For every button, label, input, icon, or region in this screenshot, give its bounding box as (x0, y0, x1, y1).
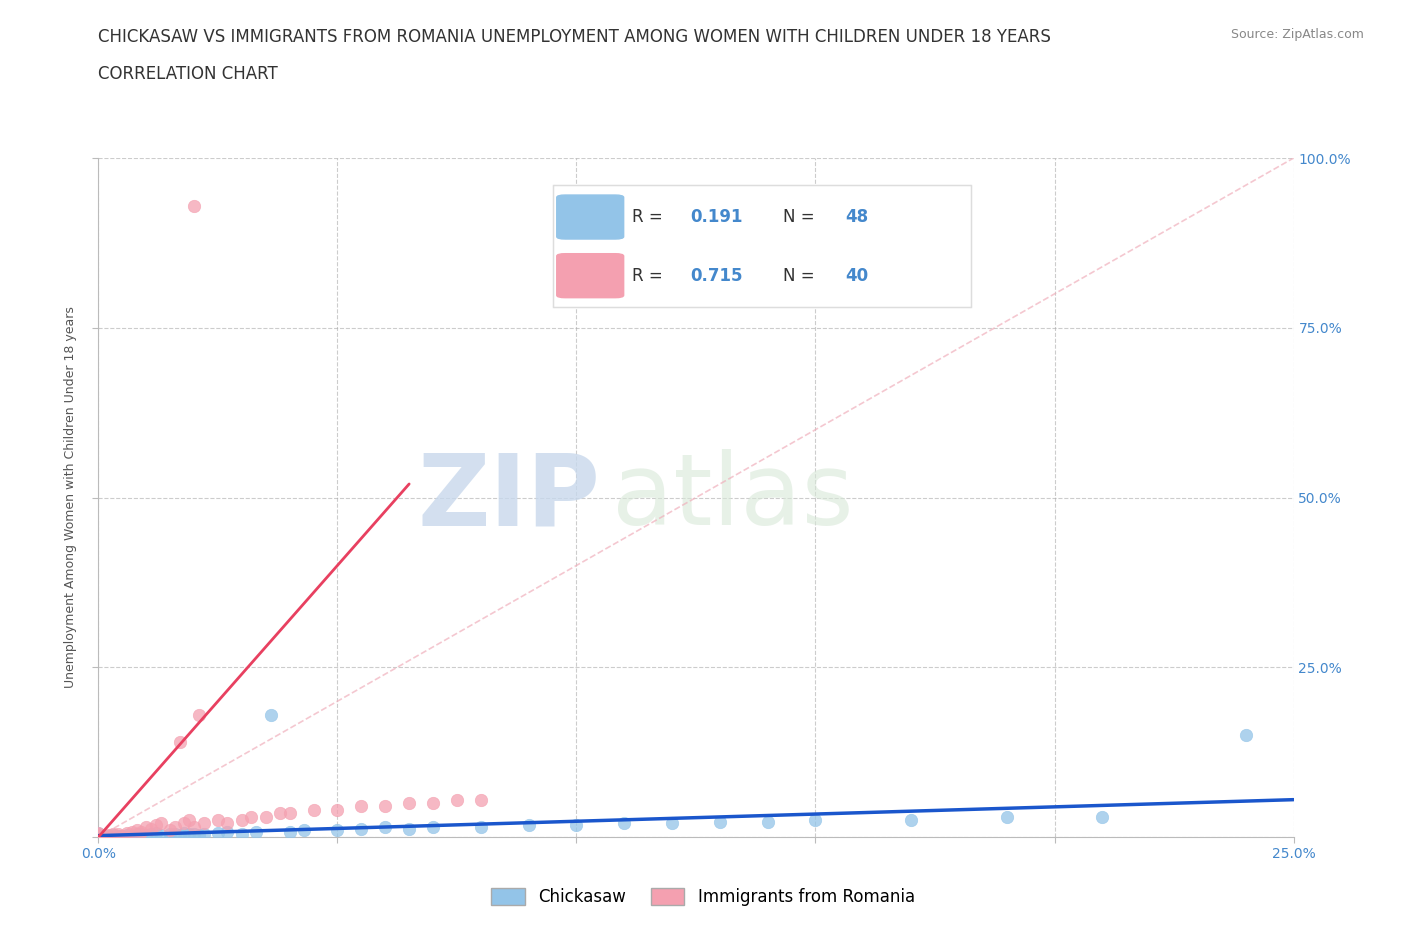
Text: Source: ZipAtlas.com: Source: ZipAtlas.com (1230, 28, 1364, 41)
Point (756, 815, 779, 830)
Point (149, 816, 172, 830)
Legend: Chickasaw, Immigrants from Romania: Chickasaw, Immigrants from Romania (485, 881, 921, 912)
Point (87, 829, 110, 844)
Point (422, 796, 444, 811)
Point (709, 815, 731, 830)
Text: CORRELATION CHART: CORRELATION CHART (98, 65, 278, 83)
Point (131, 825, 153, 840)
Point (398, 796, 420, 811)
Point (125, 827, 148, 842)
Point (661, 816, 683, 830)
Point (240, 809, 263, 824)
Point (87, 826, 110, 841)
Point (159, 826, 181, 841)
Point (87, 830, 110, 844)
Point (292, 823, 315, 838)
Point (217, 825, 239, 840)
Y-axis label: Unemployment Among Women with Children Under 18 years: Unemployment Among Women with Children U… (63, 307, 77, 688)
Point (302, 803, 325, 817)
Point (169, 735, 191, 750)
Point (245, 825, 267, 840)
Point (193, 816, 215, 830)
Point (139, 821, 162, 836)
Point (217, 816, 239, 830)
Point (149, 828, 172, 843)
Point (193, 827, 215, 842)
Point (115, 826, 138, 841)
Point (131, 826, 153, 841)
Point (145, 817, 167, 832)
Point (278, 805, 301, 820)
Point (91, 829, 114, 844)
Point (187, 828, 209, 843)
Point (107, 829, 129, 844)
Point (183, 819, 205, 834)
Point (517, 818, 540, 833)
Point (231, 826, 253, 841)
Point (121, 824, 143, 839)
Point (145, 826, 167, 841)
Point (97, 828, 120, 843)
Point (87, 827, 110, 842)
Point (278, 824, 301, 839)
Point (269, 805, 291, 820)
Point (163, 819, 186, 834)
Point (183, 826, 205, 841)
Point (111, 829, 134, 844)
Text: atlas: atlas (613, 449, 853, 546)
Point (101, 828, 124, 843)
Point (87, 827, 110, 842)
Point (900, 813, 922, 828)
Point (187, 708, 209, 723)
Point (179, 827, 201, 842)
Point (422, 819, 444, 834)
Point (173, 826, 195, 841)
Point (111, 829, 134, 844)
Point (135, 828, 157, 843)
Point (87, 826, 110, 841)
Point (207, 813, 229, 828)
Point (125, 823, 148, 838)
Point (1234, 727, 1257, 742)
Point (87, 830, 110, 844)
Point (1091, 809, 1114, 824)
Point (326, 803, 349, 817)
Point (87, 829, 110, 844)
Text: CHICKASAW VS IMMIGRANTS FROM ROMANIA UNEMPLOYMENT AMONG WOMEN WITH CHILDREN UNDE: CHICKASAW VS IMMIGRANTS FROM ROMANIA UNE… (98, 28, 1052, 46)
Point (613, 816, 636, 830)
Point (470, 819, 492, 834)
Point (254, 809, 277, 824)
Point (135, 819, 157, 834)
Point (995, 809, 1018, 824)
Point (139, 827, 162, 842)
Point (163, 827, 186, 842)
Point (446, 792, 468, 807)
Point (101, 826, 124, 841)
Point (350, 821, 373, 836)
Point (121, 829, 143, 844)
Point (374, 799, 396, 814)
Point (374, 819, 396, 834)
Point (804, 813, 827, 828)
Point (398, 821, 420, 836)
Point (565, 817, 588, 832)
Point (97, 829, 120, 844)
Point (207, 826, 229, 841)
Point (179, 813, 201, 828)
Point (159, 823, 181, 838)
Point (173, 816, 195, 830)
Point (115, 828, 138, 843)
Point (350, 799, 373, 814)
Point (470, 792, 492, 807)
Point (169, 828, 191, 843)
Point (183, 198, 205, 213)
Text: ZIP: ZIP (418, 449, 600, 546)
Point (259, 708, 281, 723)
Point (107, 827, 129, 842)
Point (231, 813, 253, 828)
Point (326, 823, 349, 838)
